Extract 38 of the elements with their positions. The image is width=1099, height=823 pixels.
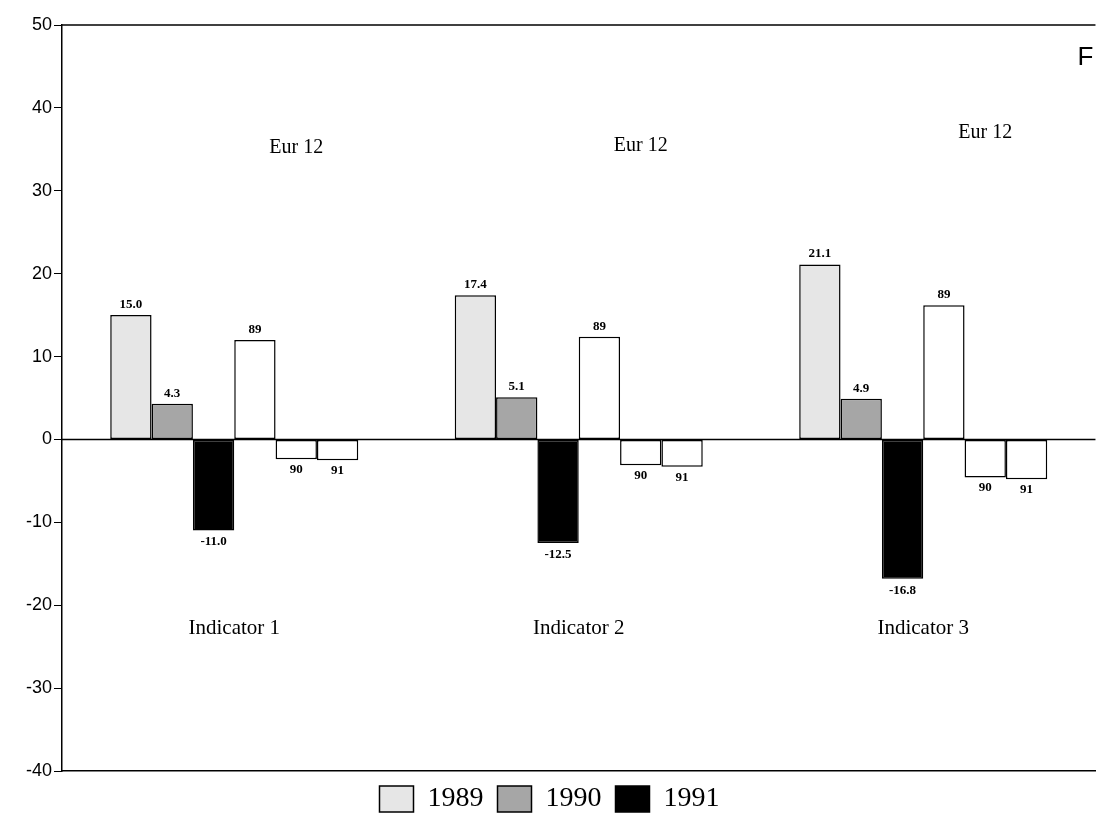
text: 91: [1020, 481, 1034, 497]
annotation: F: [1077, 41, 1094, 72]
y-tick-label: -40: [25, 759, 52, 780]
y-tick-label: -20: [25, 594, 52, 615]
text: 90: [634, 467, 648, 482]
annotation: Eur 12: [269, 134, 324, 157]
data-label: 21.1: [808, 245, 832, 261]
data-label: 15.0: [119, 295, 143, 311]
series-label: 90: [289, 461, 303, 477]
x-tick-label: Indicator 2: [532, 614, 625, 639]
text: 91: [675, 468, 689, 484]
legend-label: 1991: [663, 781, 720, 813]
data-label: 5.1: [508, 378, 525, 394]
annotation: Eur 12: [958, 119, 1013, 142]
x-tick-label: Indicator 3: [877, 614, 969, 639]
y-tick-label: 0: [41, 428, 52, 449]
annotation: Eur 12: [613, 133, 668, 156]
x-tick-label: Indicator 1: [188, 614, 281, 639]
y-tick-label: 30: [31, 179, 52, 200]
data-label: 17.4: [464, 276, 488, 292]
y-tick-label: -30: [25, 677, 52, 698]
text: 90: [978, 479, 992, 495]
data-label: -12.5: [544, 545, 573, 561]
y-tick-label: 50: [31, 13, 52, 34]
text: 89: [592, 317, 606, 333]
text: 89: [937, 286, 951, 302]
data-label: 4.3: [164, 384, 181, 400]
data-label: 4.9: [853, 379, 870, 395]
y-tick-label: 20: [31, 262, 52, 283]
y-tick-label: 10: [31, 345, 52, 366]
data-label: -11.0: [200, 533, 227, 549]
series-label: 91: [331, 462, 345, 478]
y-tick-label: -10: [25, 511, 52, 532]
y-tick-label: 40: [31, 96, 52, 117]
legend-label: 1990: [545, 781, 602, 813]
legend-label: 1989: [427, 781, 484, 813]
series-label: 89: [248, 320, 262, 336]
data-label: -16.8: [889, 581, 917, 597]
